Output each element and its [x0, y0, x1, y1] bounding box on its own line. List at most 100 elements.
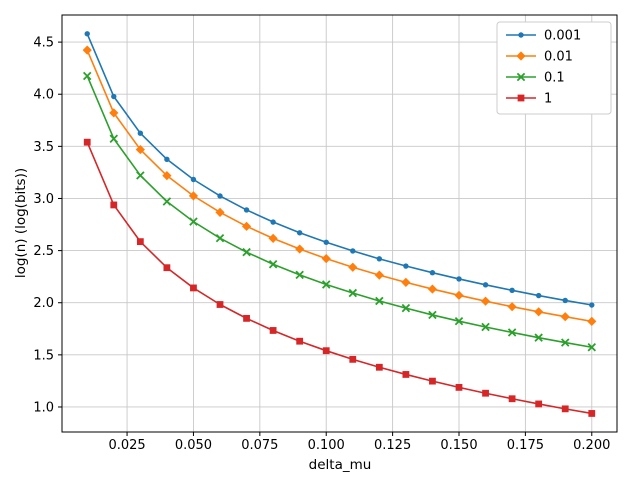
- circle-marker: [482, 282, 489, 288]
- diamond-marker: [215, 207, 225, 217]
- x-tick-label: 0.100: [308, 438, 345, 453]
- x-marker: [242, 247, 251, 257]
- square-marker: [429, 377, 436, 385]
- circle-marker: [190, 176, 197, 183]
- square-marker: [588, 410, 596, 417]
- x-tick-label: 0.175: [507, 438, 544, 453]
- diamond-marker: [427, 284, 438, 294]
- legend-label: 0.01: [544, 50, 573, 65]
- diamond-marker: [560, 312, 570, 322]
- square-marker: [243, 314, 250, 322]
- square-marker: [455, 383, 463, 391]
- x-axis-label: delta_mu: [308, 457, 372, 473]
- diamond-marker: [268, 233, 278, 244]
- square-marker: [349, 355, 357, 363]
- diamond-marker: [188, 191, 199, 201]
- x-tick-label: 0.125: [374, 438, 411, 453]
- x-marker: [109, 134, 119, 143]
- legend-label: 0.1: [544, 71, 565, 86]
- x-marker: [375, 296, 384, 306]
- diamond-marker: [534, 307, 544, 317]
- x-marker: [268, 260, 278, 269]
- diamond-marker: [135, 144, 145, 155]
- diamond-marker: [587, 316, 597, 326]
- x-tick-label: 0.075: [241, 438, 278, 453]
- circle-marker: [323, 239, 329, 245]
- circle-marker: [535, 292, 542, 299]
- x-marker: [82, 71, 92, 81]
- x-marker: [516, 72, 526, 82]
- diamond-marker: [401, 277, 411, 288]
- y-tick-label: 2.5: [33, 244, 54, 259]
- x-marker: [507, 328, 517, 337]
- legend-label: 0.001: [544, 29, 581, 44]
- circle-marker: [403, 263, 409, 269]
- square-marker: [375, 363, 383, 371]
- square-marker: [322, 347, 330, 355]
- x-marker: [321, 280, 331, 289]
- diamond-marker: [348, 262, 358, 272]
- circle-marker: [350, 248, 356, 254]
- circle-marker: [270, 219, 276, 225]
- square-marker: [110, 201, 118, 209]
- y-tick-label: 4.0: [33, 88, 54, 103]
- diamond-marker: [321, 254, 331, 264]
- x-marker: [454, 316, 464, 326]
- circle-marker: [217, 193, 223, 199]
- legend-box: [496, 21, 612, 115]
- x-tick-label: 0.200: [573, 438, 610, 453]
- circle-marker: [111, 93, 117, 100]
- square-marker: [136, 238, 144, 246]
- diamond-marker: [162, 171, 172, 181]
- diamond-marker: [454, 290, 464, 300]
- diamond-marker: [241, 221, 252, 231]
- x-marker: [189, 217, 198, 226]
- x-marker: [215, 233, 225, 243]
- x-marker: [136, 171, 145, 180]
- circle-marker: [84, 31, 90, 37]
- square-marker: [216, 301, 224, 308]
- x-tick-label: 0.150: [440, 438, 477, 453]
- x-marker: [481, 322, 490, 332]
- diamond-marker: [109, 108, 119, 118]
- circle-marker: [296, 230, 303, 236]
- diamond-marker: [295, 244, 305, 254]
- diamond-marker: [374, 270, 384, 280]
- circle-marker: [429, 270, 436, 276]
- circle-marker: [509, 287, 515, 294]
- circle-marker: [562, 297, 568, 304]
- square-marker: [269, 327, 277, 334]
- diamond-marker: [82, 45, 92, 55]
- series-line-0.01: [86, 49, 593, 323]
- diamond-marker: [480, 296, 491, 306]
- axes-spines: [61, 14, 618, 433]
- circle-marker: [518, 32, 524, 38]
- y-axis-label: log(n) (log(bits)): [13, 167, 29, 279]
- square-marker: [517, 94, 525, 102]
- x-marker: [348, 288, 358, 298]
- x-marker: [162, 197, 172, 206]
- circle-marker: [243, 207, 250, 213]
- legend-label: 1: [544, 92, 552, 107]
- y-tick-label: 3.5: [33, 140, 54, 155]
- square-marker: [296, 337, 304, 345]
- x-marker: [560, 338, 570, 347]
- x-tick-label: 0.025: [108, 438, 145, 453]
- y-tick-label: 1.0: [33, 400, 54, 415]
- series-line-1: [86, 141, 593, 415]
- y-tick-label: 3.0: [33, 192, 54, 207]
- diamond-marker: [516, 51, 526, 61]
- circle-marker: [376, 256, 383, 262]
- x-marker: [401, 303, 411, 313]
- circle-marker: [137, 130, 144, 136]
- square-marker: [561, 405, 569, 413]
- x-marker: [534, 333, 543, 342]
- square-marker: [190, 284, 197, 292]
- square-marker: [508, 395, 516, 403]
- x-marker: [428, 310, 437, 320]
- x-marker: [295, 270, 304, 280]
- square-marker: [482, 389, 489, 397]
- circle-marker: [456, 276, 462, 282]
